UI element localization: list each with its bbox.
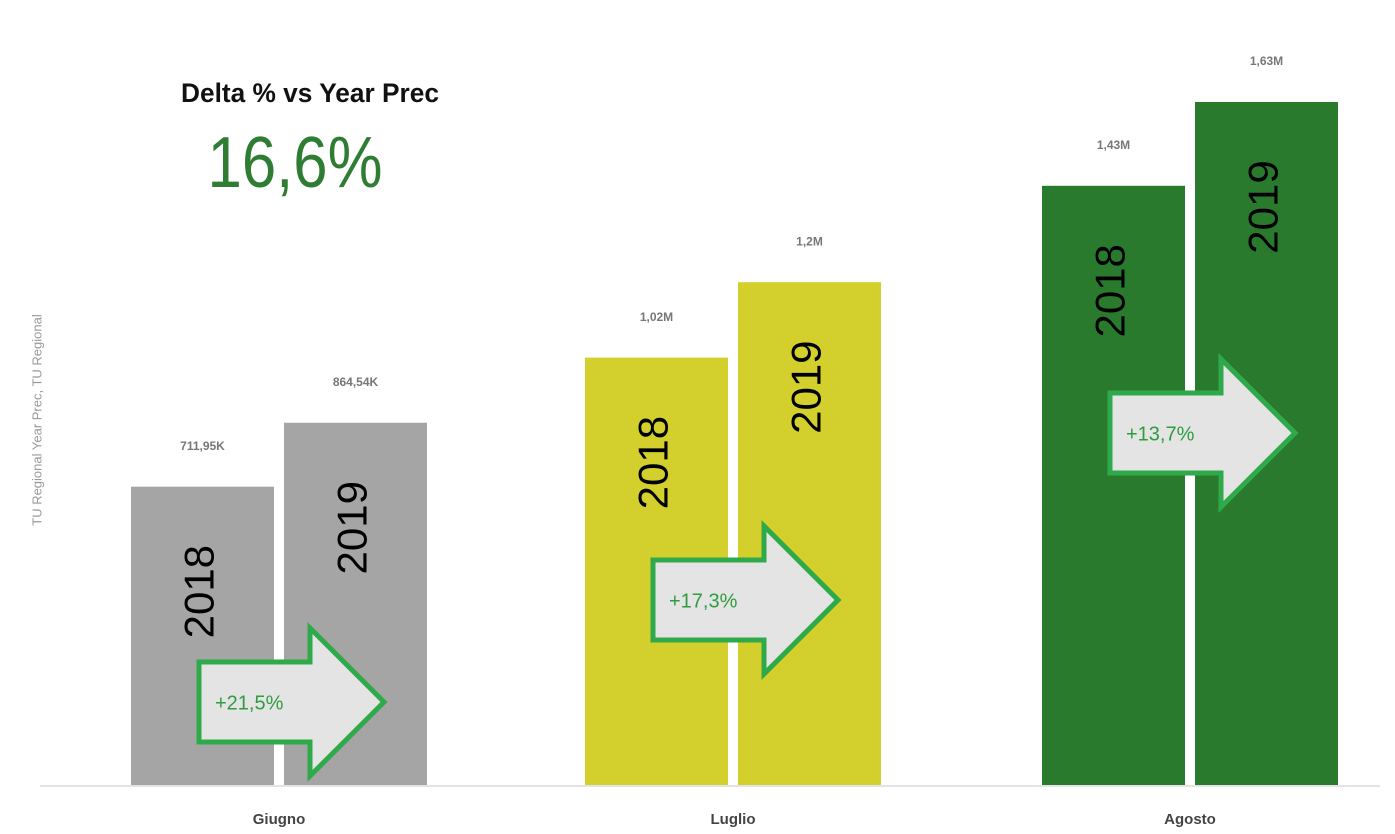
delta-arrow (196, 621, 388, 783)
series-label: 2018 (176, 545, 223, 638)
delta-arrow (1107, 352, 1299, 514)
y-axis-label: TU Regional Year Prec, TU Regional (29, 314, 44, 526)
value-label: 1,43M (1097, 138, 1130, 152)
delta-label: +17,3% (669, 590, 738, 612)
kpi-value: 16,6% (208, 123, 383, 203)
series-label: 2018 (630, 416, 677, 509)
bar (1042, 185, 1185, 785)
series-label: 2019 (1240, 160, 1287, 253)
delta-arrow (650, 519, 842, 681)
x-tick-label: Agosto (1164, 811, 1216, 828)
value-label: 864,54K (333, 375, 379, 389)
x-tick-label: Giugno (253, 811, 306, 828)
x-tick-label: Luglio (711, 811, 756, 828)
series-label: 2019 (783, 340, 830, 433)
value-label: 1,63M (1250, 54, 1283, 68)
delta-label: +21,5% (215, 692, 284, 714)
value-label: 1,02M (640, 310, 673, 324)
delta-label: +13,7% (1126, 423, 1195, 445)
chart-title: Delta % vs Year Prec (181, 78, 439, 108)
series-label: 2019 (329, 481, 376, 574)
series-label: 2018 (1087, 244, 1134, 337)
value-label: 1,2M (796, 234, 823, 248)
value-label: 711,95K (180, 439, 225, 453)
